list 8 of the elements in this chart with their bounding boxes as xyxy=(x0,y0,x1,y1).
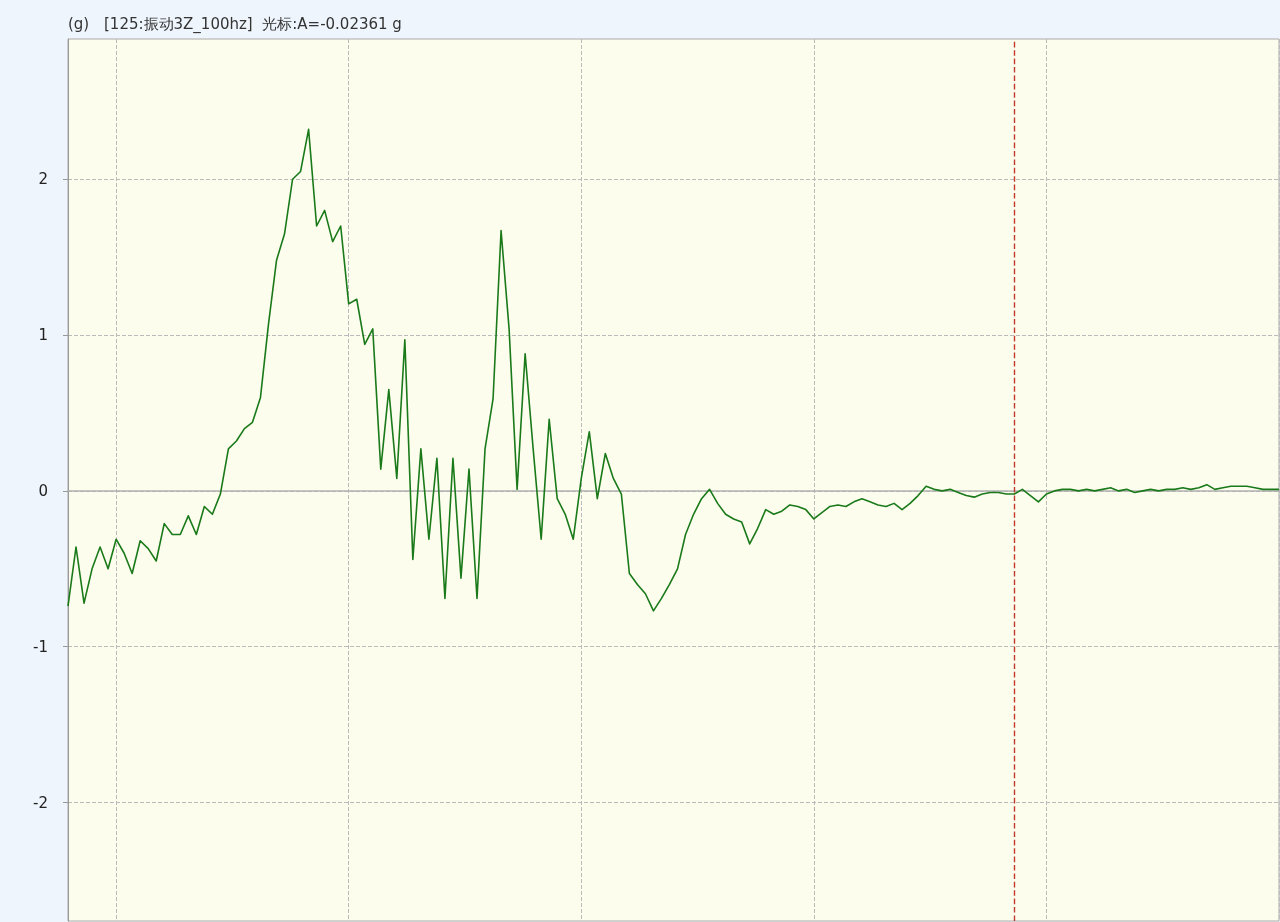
y-tick-label: -1 xyxy=(33,637,48,656)
chart-title: [125:振动3Z_100hz] 光标:A=-0.02361 g xyxy=(104,14,402,34)
y-tick-label: 2 xyxy=(38,170,48,189)
y-tick-label: -2 xyxy=(33,793,48,812)
line-series xyxy=(67,128,1280,612)
y-axis-title: (g) xyxy=(68,14,90,33)
y-tick-label: 0 xyxy=(38,481,48,500)
y-tick-label: 1 xyxy=(38,326,48,345)
